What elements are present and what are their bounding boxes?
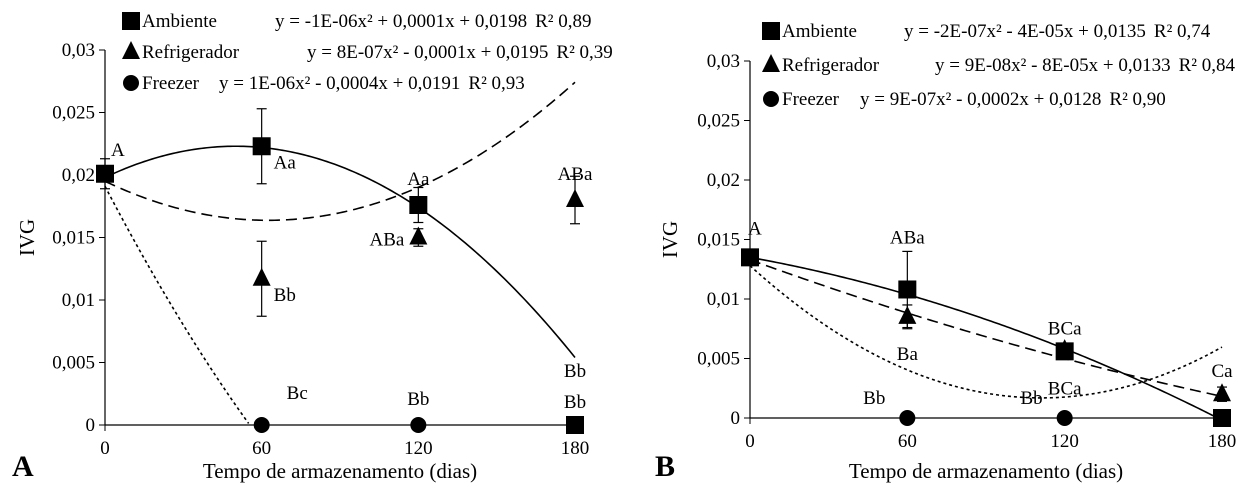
x-tick-label: 180 xyxy=(561,438,590,459)
data-point-ambiente xyxy=(898,280,917,299)
data-point-ambiente xyxy=(252,137,271,156)
data-point-ambiente xyxy=(741,248,759,267)
y-tick-label: 0,015 xyxy=(697,230,740,251)
data-point-ambiente xyxy=(96,164,114,183)
data-point-refrigerador xyxy=(566,189,584,207)
data-point-ambiente xyxy=(409,196,428,214)
significance-label: A xyxy=(111,140,125,161)
significance-label: ABa xyxy=(558,164,593,185)
x-tick-label: 120 xyxy=(404,438,433,459)
legend-series-name: Refrigerador xyxy=(782,55,880,76)
panel-letter: B xyxy=(655,450,675,483)
legend-r2: R² 0,39 xyxy=(556,42,612,63)
y-tick-label: 0,015 xyxy=(52,228,95,249)
legend-series-name: Ambiente xyxy=(142,11,217,32)
y-tick-label: 0,005 xyxy=(697,349,740,370)
legend-r2: R² 0,84 xyxy=(1179,55,1236,76)
significance-label: BCa xyxy=(1048,318,1082,339)
significance-label: BCa xyxy=(1048,378,1082,399)
legend-series-name: Freezer xyxy=(142,73,200,94)
fit-curve-freezer xyxy=(749,265,1223,399)
data-point-ambiente xyxy=(1213,409,1231,427)
x-tick-label: 120 xyxy=(1050,431,1079,452)
significance-label: Bc xyxy=(287,383,308,404)
legend-series-name: Refrigerador xyxy=(142,42,240,63)
fit-curve-ambiente xyxy=(749,256,1218,419)
significance-label: Aa xyxy=(274,152,297,173)
significance-label: Bb xyxy=(564,361,586,382)
significance-label: ABa xyxy=(890,227,925,248)
y-tick-label: 0 xyxy=(731,408,741,429)
y-tick-label: 0,025 xyxy=(697,111,740,132)
fit-curve-refrigerador xyxy=(104,81,576,222)
significance-label: Bb xyxy=(863,388,885,409)
x-tick-label: 0 xyxy=(100,438,110,459)
significance-label: Bb xyxy=(407,389,429,410)
fit-curve-freezer xyxy=(104,185,250,424)
legend-marker-ambiente xyxy=(122,12,140,30)
y-tick-label: 0,03 xyxy=(62,40,95,61)
fit-curve-refrigerador xyxy=(749,258,1223,398)
legend-marker-freezer xyxy=(763,91,779,107)
x-axis-label: Tempo de armazenamento (dias) xyxy=(849,459,1123,483)
legend-r2: R² 0,74 xyxy=(1154,21,1211,42)
legend-marker-refrigerador xyxy=(122,41,140,59)
data-point-ambiente xyxy=(566,416,584,434)
data-point-freezer xyxy=(410,417,427,433)
data-point-refrigerador xyxy=(252,267,271,286)
significance-label: Ca xyxy=(1211,361,1233,382)
y-tick-label: 0,02 xyxy=(62,165,95,186)
y-tick-label: 0,03 xyxy=(707,51,740,72)
data-point-freezer xyxy=(899,410,916,426)
x-tick-label: 60 xyxy=(252,438,271,459)
legend-marker-refrigerador xyxy=(762,54,780,72)
panel-letter: A xyxy=(12,450,34,483)
x-axis-label: Tempo de armazenamento (dias) xyxy=(203,459,477,483)
significance-label: Ba xyxy=(897,344,919,365)
legend-marker-freezer xyxy=(123,75,139,91)
panel-a: 0 0,005 0,01 0,015 0,02 0,025 0,03 0 60 120 180 IVG… xyxy=(12,11,613,483)
y-tick-label: 0,025 xyxy=(52,103,95,124)
legend-equation: y = 9E-07x² - 0,0002x + 0,0128 xyxy=(860,89,1101,110)
y-tick-label: 0 xyxy=(86,415,96,436)
x-tick-label: 180 xyxy=(1208,431,1237,452)
legend-series-name: Ambiente xyxy=(782,21,857,42)
significance-label: ABa xyxy=(370,230,405,251)
data-point-refrigerador xyxy=(409,226,428,245)
legend-equation: y = 8E-07x² - 0,0001x + 0,0195 xyxy=(307,42,548,63)
significance-label: A xyxy=(748,218,762,239)
y-tick-label: 0,005 xyxy=(52,353,95,374)
significance-label: Aa xyxy=(407,169,430,190)
y-axis-label: IVG xyxy=(658,221,682,258)
data-point-ambiente xyxy=(1055,342,1074,361)
y-tick-label: 0,01 xyxy=(707,289,740,310)
legend-equation: y = -1E-06x² + 0,0001x + 0,0198 xyxy=(275,11,527,32)
legend-equation: y = 9E-08x² - 8E-05x + 0,0133 xyxy=(935,55,1171,76)
legend-r2: R² 0,93 xyxy=(468,73,524,94)
legend-r2: R² 0,89 xyxy=(535,11,591,32)
y-tick-label: 0,01 xyxy=(62,290,95,311)
x-tick-label: 60 xyxy=(898,431,917,452)
x-tick-label: 0 xyxy=(745,431,755,452)
legend-r2: R² 0,90 xyxy=(1109,89,1165,110)
data-point-freezer xyxy=(253,417,270,433)
data-point-refrigerador xyxy=(1213,383,1231,402)
fit-curve-ambiente xyxy=(104,145,576,359)
y-axis-label: IVG xyxy=(15,219,39,256)
panel-b: 0 0,005 0,01 0,015 0,02 0,025 0,03 0 60 120 180 IVG… xyxy=(655,21,1237,483)
significance-label: Bb xyxy=(1020,388,1042,409)
legend-marker-ambiente xyxy=(762,22,780,40)
significance-label: Bb xyxy=(564,392,586,413)
legend-equation: y = 1E-06x² - 0,0004x + 0,0191 xyxy=(219,73,460,94)
y-tick-label: 0,02 xyxy=(707,170,740,191)
legend-series-name: Freezer xyxy=(782,89,840,110)
data-point-freezer xyxy=(1056,410,1073,426)
significance-label: Bb xyxy=(274,285,296,306)
legend-equation: y = -2E-07x² - 4E-05x + 0,0135 xyxy=(904,21,1146,42)
